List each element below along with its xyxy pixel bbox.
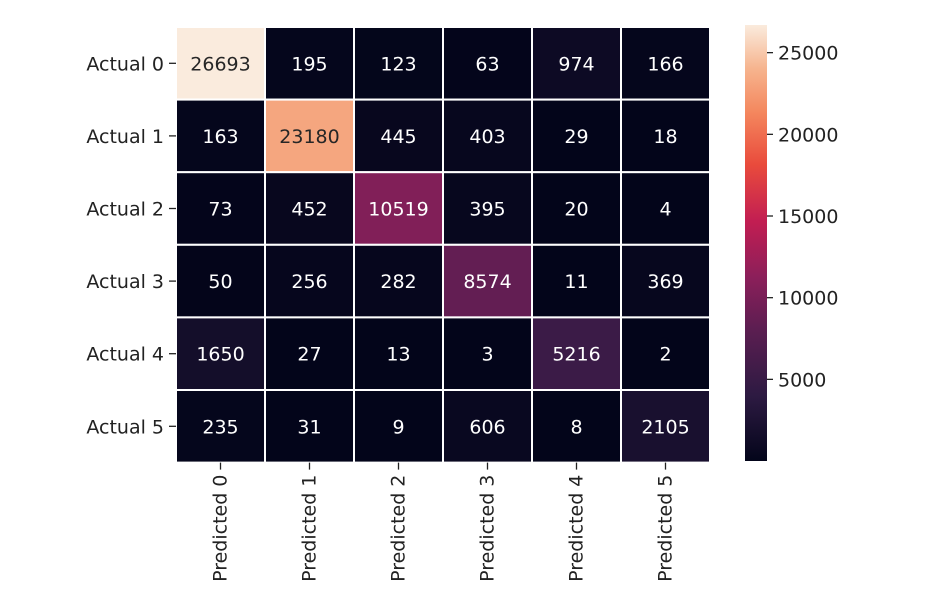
heatmap-cell xyxy=(620,389,711,464)
colorbar-tick-label: 15000 xyxy=(778,206,838,228)
cell-value-label: 4 xyxy=(659,199,671,221)
cell-value-label: 9 xyxy=(392,416,404,438)
cell-value-label: 23180 xyxy=(279,126,339,148)
cell-value-label: 403 xyxy=(469,126,505,148)
cell-value-label: 2 xyxy=(659,344,671,366)
colorbar-ticks: 5000 10000 15000 20000 25000 xyxy=(767,43,838,391)
x-tick-label: Predicted 4 xyxy=(566,475,588,582)
heatmap-cell xyxy=(620,243,711,319)
heatmap-cell xyxy=(353,243,444,319)
cell-value-label: 282 xyxy=(380,271,416,293)
cell-value-label: 13 xyxy=(386,344,410,366)
heatmap-cell xyxy=(442,243,533,319)
colorbar: 5000 10000 15000 20000 25000 xyxy=(745,25,838,461)
cell-value-label: 195 xyxy=(291,53,327,75)
cell-value-label: 452 xyxy=(291,199,327,221)
x-tick-label: Predicted 1 xyxy=(299,475,321,582)
heatmap-cell xyxy=(264,26,355,101)
y-tick-label: Actual 0 xyxy=(86,53,164,75)
cell-value-label: 166 xyxy=(647,53,683,75)
cell-value-label: 2105 xyxy=(641,416,689,438)
cell-value-label: 369 xyxy=(647,271,683,293)
heatmap-cell xyxy=(442,171,533,246)
cell-value-label: 163 xyxy=(202,126,238,148)
cell-value-label: 5216 xyxy=(552,344,600,366)
cell-value-label: 235 xyxy=(202,416,238,438)
heatmap-cell xyxy=(620,98,711,174)
x-tick-label: Predicted 5 xyxy=(655,475,677,582)
colorbar-tick-label: 5000 xyxy=(778,369,826,391)
heatmap-cell xyxy=(442,98,533,174)
colorbar-tick-label: 20000 xyxy=(778,124,838,146)
cell-value-label: 29 xyxy=(564,126,588,148)
heatmap-cell xyxy=(442,316,533,391)
x-tick-label: Predicted 3 xyxy=(477,475,499,582)
cell-value-label: 395 xyxy=(469,199,505,221)
heatmap-cell xyxy=(353,316,444,391)
cell-value-label: 31 xyxy=(297,416,321,438)
heatmap-cell xyxy=(175,389,266,464)
heatmap-cell xyxy=(264,171,355,246)
cell-value-label: 3 xyxy=(481,344,493,366)
cell-value-label: 26693 xyxy=(190,53,250,75)
y-tick-label: Actual 1 xyxy=(86,126,164,148)
cell-value-label: 606 xyxy=(469,416,505,438)
heatmap-cell xyxy=(531,316,622,391)
cell-value-label: 445 xyxy=(380,126,416,148)
cell-value-label: 8 xyxy=(570,416,582,438)
x-tick-label: Predicted 0 xyxy=(210,475,232,582)
cell-value-label: 20 xyxy=(564,199,588,221)
colorbar-tick-label: 25000 xyxy=(778,43,838,65)
heatmap-cell xyxy=(175,243,266,319)
cell-value-label: 18 xyxy=(653,126,677,148)
heatmap-cell xyxy=(620,26,711,101)
cell-value-label: 256 xyxy=(291,271,327,293)
y-tick-label: Actual 4 xyxy=(86,344,164,366)
heatmap-cell xyxy=(620,316,711,391)
cell-value-label: 63 xyxy=(475,53,499,75)
heatmap-cell xyxy=(264,243,355,319)
cell-value-label: 10519 xyxy=(368,199,428,221)
cell-value-label: 123 xyxy=(380,53,416,75)
y-tick-label: Actual 3 xyxy=(86,271,164,293)
cell-value-label: 974 xyxy=(558,53,594,75)
y-tick-label: Actual 2 xyxy=(86,199,164,221)
cell-value-label: 11 xyxy=(564,271,588,293)
cell-value-label: 1650 xyxy=(196,344,244,366)
cell-value-label: 27 xyxy=(297,344,321,366)
heatmap-cell xyxy=(264,98,355,174)
colorbar-gradient xyxy=(745,25,767,461)
x-axis-ticks: Predicted 0 Predicted 1 Predicted 2 Predict… xyxy=(210,462,677,582)
x-tick-label: Predicted 2 xyxy=(388,475,410,582)
colorbar-tick-label: 10000 xyxy=(778,288,838,310)
y-axis-ticks: Actual 0 Actual 1 Actual 2 Actual 3 Actual 4… xyxy=(86,53,176,438)
cell-value-label: 8574 xyxy=(463,271,511,293)
cell-value-label: 73 xyxy=(208,199,232,221)
heatmap-cell xyxy=(531,243,622,319)
heatmap-cell xyxy=(531,171,622,246)
cell-value-label: 50 xyxy=(208,271,232,293)
heatmap-cell xyxy=(620,171,711,246)
y-tick-label: Actual 5 xyxy=(86,416,164,438)
